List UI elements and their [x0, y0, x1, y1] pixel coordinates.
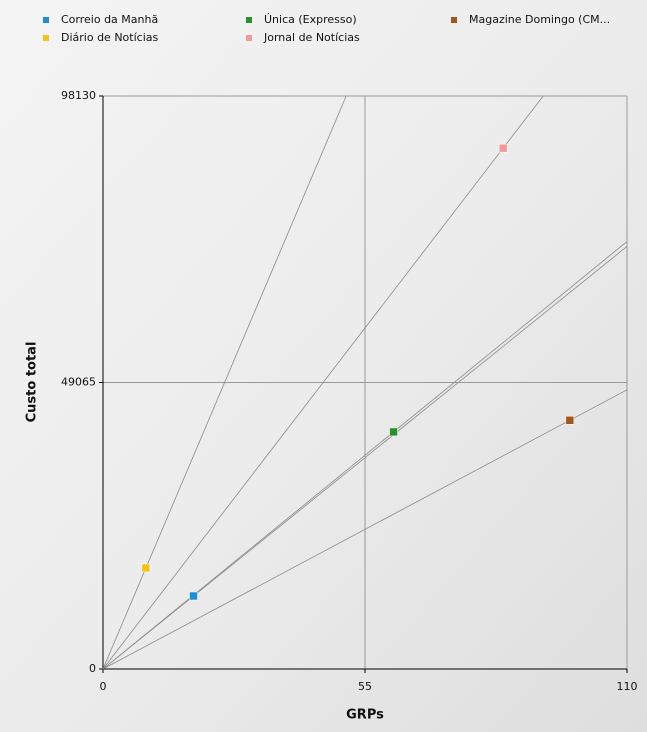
point [565, 416, 575, 425]
x-tick-label: 110 [617, 680, 638, 693]
ray [102, 95, 544, 670]
ray [102, 95, 347, 670]
x-tick-label: 0 [100, 680, 107, 693]
point [498, 143, 508, 153]
legend-label: Magazine Domingo (CM... [469, 13, 610, 26]
point [389, 427, 398, 437]
legend-swatch [43, 17, 49, 23]
y-tick-label: 49065 [61, 376, 96, 389]
point [189, 591, 198, 601]
y-tick-label: 98130 [61, 89, 96, 102]
x-axis-title: GRPs [346, 708, 384, 723]
legend-swatch [246, 35, 252, 41]
legend-swatch [451, 17, 457, 23]
legend-label: Diário de Notícias [61, 31, 158, 44]
legend-label: Jornal de Notícias [263, 31, 360, 44]
legend-swatch [246, 17, 252, 23]
legend-swatch [43, 35, 49, 41]
legend-label: Única (Expresso) [264, 13, 357, 26]
y-axis-title: Custo total [25, 342, 40, 423]
point [141, 563, 151, 573]
x-tick-label: 55 [358, 680, 372, 693]
y-tick-label: 0 [89, 662, 96, 675]
ray [102, 389, 628, 670]
legend-label: Correio da Manhã [61, 13, 158, 26]
